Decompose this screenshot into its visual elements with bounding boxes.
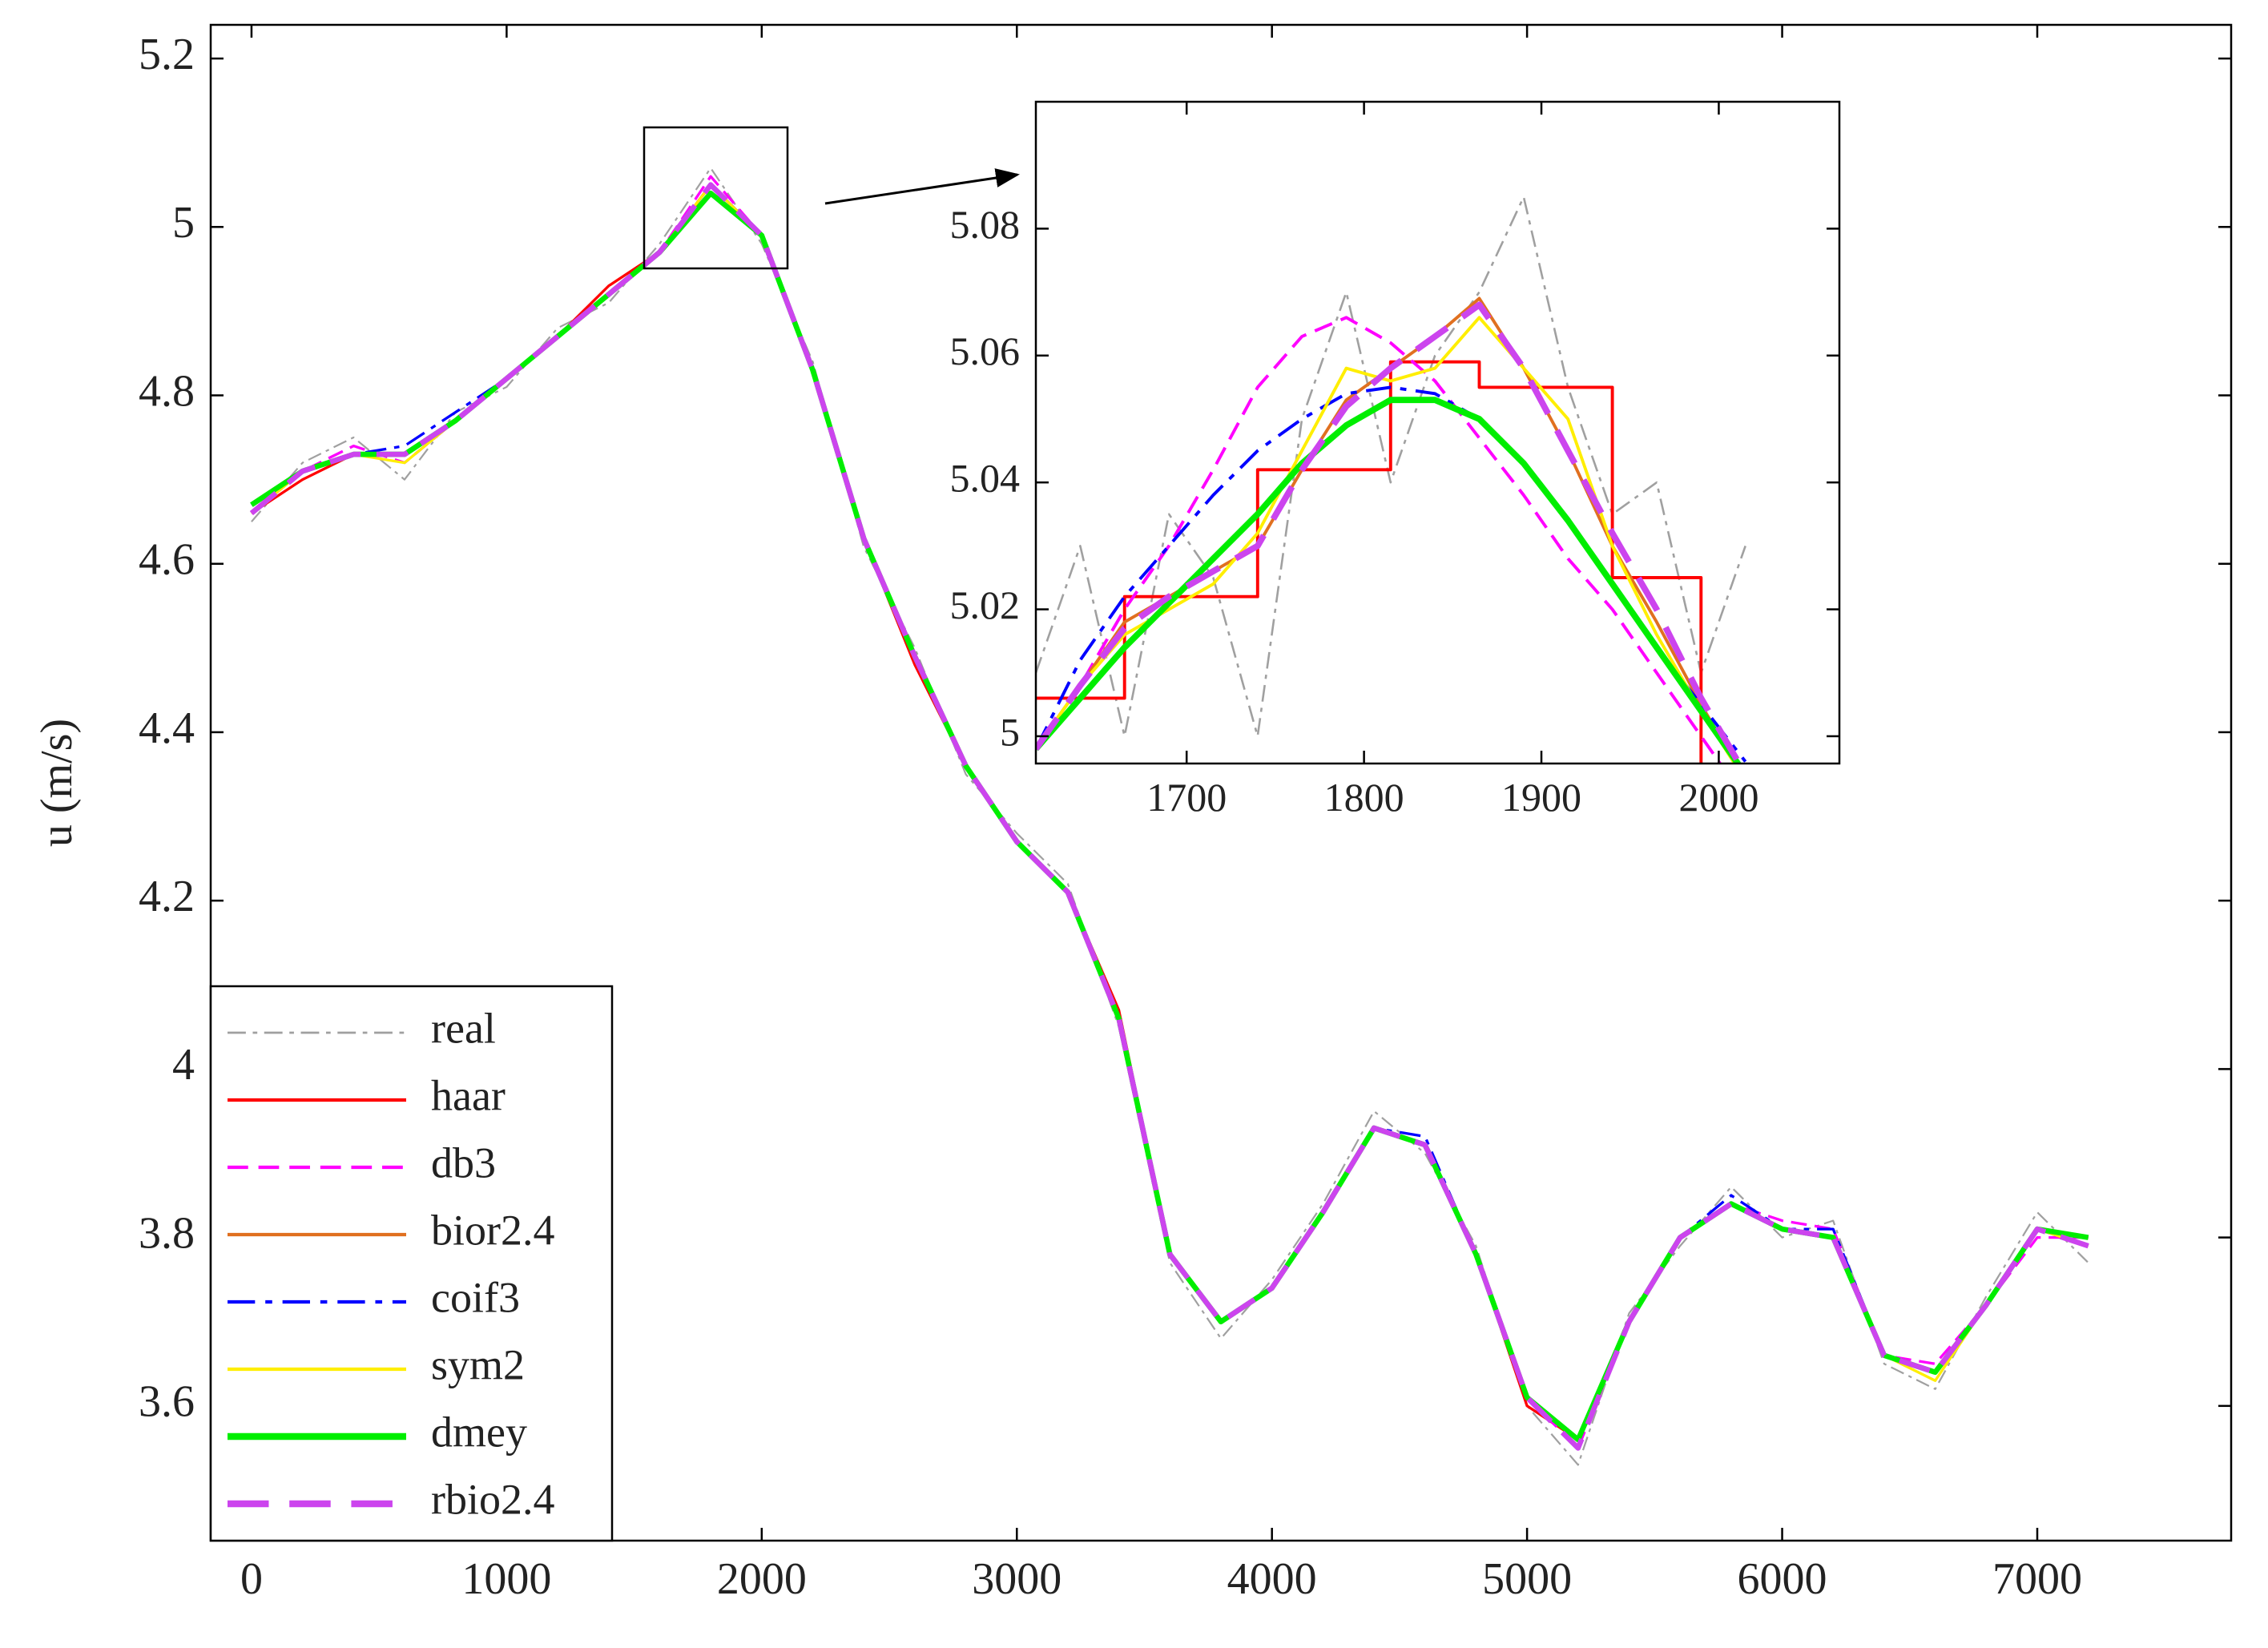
legend-label: real xyxy=(431,1004,496,1052)
y-tick-label: 5.08 xyxy=(950,202,1021,247)
y-tick-label: 5.04 xyxy=(950,456,1021,501)
y-tick-label: 4.2 xyxy=(139,872,195,921)
plot-frame xyxy=(209,23,2233,1542)
legend-label: db3 xyxy=(431,1138,496,1187)
series-line xyxy=(251,167,2089,1466)
y-tick-label: 4.4 xyxy=(139,703,195,753)
x-tick-label: 2000 xyxy=(717,1554,807,1604)
legend-label: haar xyxy=(431,1071,506,1119)
x-tick-label: 2000 xyxy=(1678,775,1758,820)
y-axis-label: u (m/s) xyxy=(32,719,82,847)
plot-area xyxy=(1036,102,1839,764)
series-line xyxy=(1036,195,1746,738)
series-line xyxy=(1036,397,1742,764)
x-tick-label: 1900 xyxy=(1501,775,1581,820)
y-tick-label: 5.2 xyxy=(139,30,195,79)
y-tick-label: 5 xyxy=(1000,709,1020,754)
x-tick-label: 7000 xyxy=(1992,1554,2082,1604)
series-line xyxy=(249,182,2089,1451)
zoom-arrow xyxy=(824,168,1020,205)
plot-frame xyxy=(1034,100,1841,765)
y-tick-label: 5.06 xyxy=(950,328,1021,373)
legend-label: dmey xyxy=(431,1408,527,1456)
y-tick-label: 5.02 xyxy=(950,582,1021,627)
series-group xyxy=(1036,195,1747,764)
legend-label: coif3 xyxy=(431,1273,520,1321)
x-tick-label: 1700 xyxy=(1146,775,1227,820)
series-line xyxy=(1036,301,1743,764)
legend-label: sym2 xyxy=(431,1340,525,1388)
x-tick-label: 5000 xyxy=(1482,1554,1572,1604)
legend-label: bior2.4 xyxy=(431,1206,555,1254)
x-tick-label: 4000 xyxy=(1227,1554,1317,1604)
x-tick-label: 0 xyxy=(240,1554,263,1604)
y-tick-label: 3.8 xyxy=(139,1208,195,1258)
x-tick-label: 1800 xyxy=(1324,775,1404,820)
legend-label: rbio2.4 xyxy=(431,1475,555,1523)
y-tick-label: 5 xyxy=(172,198,195,248)
zoom-box xyxy=(643,126,789,270)
series-group xyxy=(249,167,2089,1466)
x-tick-label: 1000 xyxy=(461,1554,551,1604)
x-tick-label: 6000 xyxy=(1738,1554,1827,1604)
y-tick-label: 4.8 xyxy=(139,366,195,416)
y-tick-label: 3.6 xyxy=(139,1377,195,1427)
y-tick-label: 4 xyxy=(172,1040,195,1090)
x-tick-label: 3000 xyxy=(972,1554,1061,1604)
legend-box xyxy=(209,985,614,1542)
y-tick-label: 4.6 xyxy=(139,535,195,585)
series-line xyxy=(1036,316,1722,764)
